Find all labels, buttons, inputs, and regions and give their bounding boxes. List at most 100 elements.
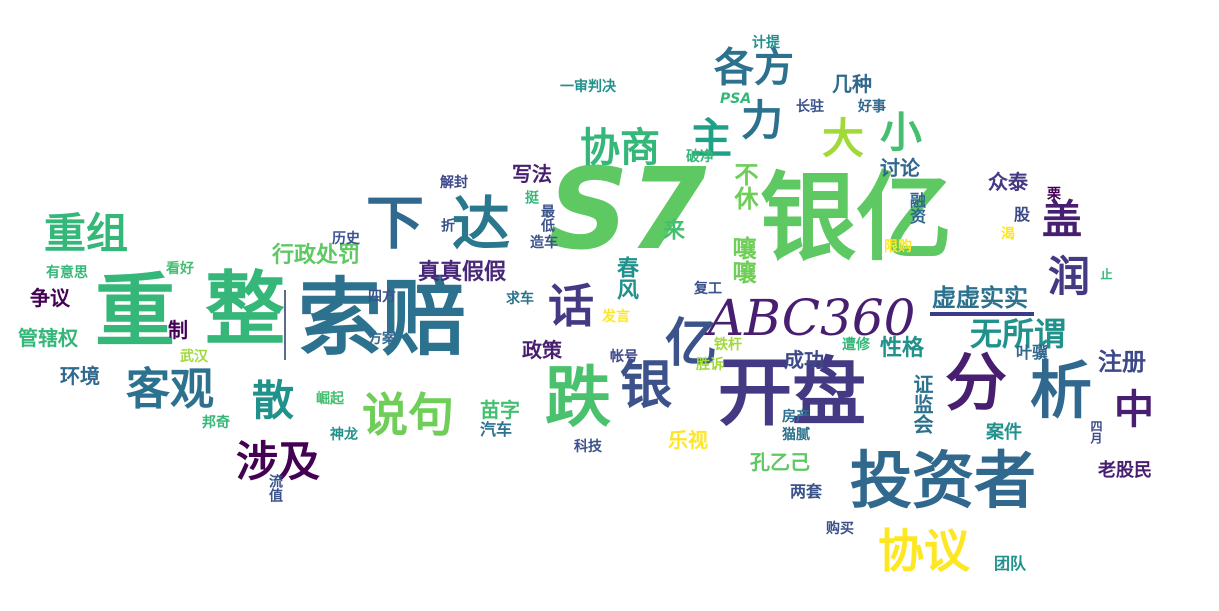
word-66: 历史 <box>332 231 360 247</box>
word-57: 猫腻 <box>782 427 810 443</box>
divider-line <box>284 290 286 360</box>
word-82: 限购 <box>884 239 912 255</box>
word-52: 团队 <box>994 554 1027 573</box>
vword-9: 股 <box>1011 206 1030 222</box>
word-83: 邦奇 <box>202 415 230 431</box>
word-45: 成功 <box>784 348 824 372</box>
word-47: 几种 <box>832 72 872 96</box>
word-17: 客观 <box>126 364 214 415</box>
vword-14: 流值 <box>267 474 283 502</box>
word-15: 话 <box>548 279 594 333</box>
word-77: 铁杆 <box>714 337 742 353</box>
word-20: 散 <box>252 376 295 425</box>
word-75: 汽车 <box>480 420 513 439</box>
word-5: 开盘 <box>718 350 866 436</box>
underline-stroke <box>930 312 1034 316</box>
word-80: 发言 <box>602 309 630 325</box>
vword-7: 融资 <box>907 192 926 224</box>
word-76: 科技 <box>574 439 602 455</box>
word-55: 购买 <box>826 521 854 537</box>
word-63: PSA <box>720 91 752 107</box>
word-46: 孔乙己 <box>750 450 810 474</box>
word-21: 涉及 <box>236 437 321 486</box>
vword-5: 嚷嚷 <box>728 236 756 284</box>
word-33: 真真假假 <box>418 260 507 285</box>
word-64: 破净 <box>686 149 714 165</box>
word-68: 求车 <box>506 291 534 307</box>
word-44: 乐视 <box>668 428 708 452</box>
vword-6: 不休 <box>730 162 758 210</box>
word-30: 中 <box>1114 387 1154 433</box>
vword-11: 栗 <box>1045 186 1061 200</box>
word-14: 亿 <box>665 314 718 374</box>
word-65: 解封 <box>440 175 468 191</box>
word-18: 协议 <box>878 524 970 578</box>
vword-3: 春风 <box>613 256 638 300</box>
word-34: 行政处罚 <box>272 243 361 268</box>
vword-0: 最低 <box>539 204 555 232</box>
word-31: 无所谓 <box>970 315 1067 353</box>
word-2: 索赔 <box>298 269 467 367</box>
word-69: 四方 <box>368 289 396 305</box>
word-58: 遭修 <box>842 337 870 353</box>
word-73: 看好 <box>166 261 194 277</box>
word-42: 苗字 <box>480 398 520 422</box>
word-81: 帐号 <box>610 349 638 365</box>
word-0: S7 <box>548 145 707 275</box>
word-43: 写法 <box>512 162 552 186</box>
vword-13: 四月 <box>1089 420 1103 444</box>
word-24: 力 <box>741 96 784 145</box>
word-4: 重 <box>95 265 175 358</box>
word-11: 达 <box>452 190 511 258</box>
vword-4: 来 <box>659 218 684 240</box>
word-51: 老股民 <box>1098 460 1152 481</box>
word-12: ABC360 <box>708 289 916 347</box>
word-32: 虚虚实实 <box>932 284 1028 312</box>
word-50: 案件 <box>986 422 1022 443</box>
word-78: 胜诉 <box>696 357 724 373</box>
word-9: 析 <box>1030 354 1093 427</box>
word-29: 润 <box>1048 252 1091 301</box>
word-10: 下 <box>366 189 425 257</box>
word-49: 众泰 <box>988 170 1028 194</box>
word-61: 计提 <box>752 35 780 51</box>
word-40: 制 <box>168 318 188 342</box>
word-7: 跌 <box>545 359 611 436</box>
word-37: 管辖权 <box>18 326 78 350</box>
word-71: 武汉 <box>180 349 208 365</box>
word-53: 叶骥 <box>1016 343 1049 362</box>
vword-10: 渴 <box>999 226 1015 240</box>
vword-1: 挺 <box>523 190 539 204</box>
word-27: 小 <box>880 108 923 157</box>
word-54: 两套 <box>790 482 823 501</box>
word-70: 方案 <box>368 331 396 347</box>
word-41: 政策 <box>522 338 562 362</box>
word-8: 分 <box>945 346 1008 419</box>
word-13: 银 <box>620 356 673 416</box>
word-48: 讨论 <box>880 156 920 180</box>
word-35: 注册 <box>1098 348 1146 376</box>
word-28: 盖 <box>1042 197 1082 243</box>
word-67: 造车 <box>530 235 558 251</box>
word-1: 银亿 <box>760 162 952 274</box>
word-6: 投资者 <box>850 444 1037 517</box>
word-72: 有意思 <box>46 265 88 281</box>
vword-12: 止 <box>1099 268 1113 280</box>
word-56: 房产 <box>782 409 810 425</box>
word-62: 一审判决 <box>560 79 616 95</box>
word-19: 重组 <box>44 209 129 258</box>
word-23: 主 <box>690 114 733 163</box>
word-36: 性格 <box>880 336 925 361</box>
word-39: 争议 <box>30 286 70 310</box>
word-84: 崛起 <box>316 391 344 407</box>
vword-8: 证监会 <box>910 374 934 434</box>
word-74: 神龙 <box>330 427 358 443</box>
word-59: 好事 <box>858 99 886 115</box>
word-79: 复工 <box>694 281 722 297</box>
word-16: 说句 <box>362 388 454 442</box>
word-38: 环境 <box>60 364 100 388</box>
word-60: 长驻 <box>796 99 824 115</box>
vword-2: 折 <box>439 218 455 232</box>
word-26: 大 <box>822 114 865 163</box>
